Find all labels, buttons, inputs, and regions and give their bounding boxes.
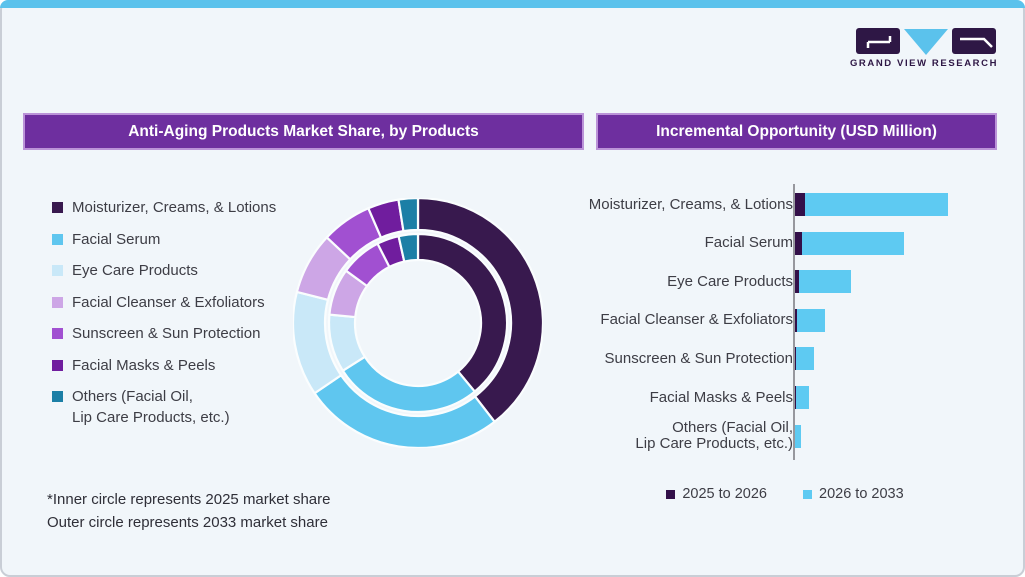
- legend-label: Sunscreen & Sun Protection: [72, 325, 261, 342]
- legend-label: Eye Care Products: [72, 262, 198, 279]
- legend-swatch-icon: [52, 296, 63, 308]
- bar-legend-label: 2025 to 2026: [682, 486, 767, 502]
- bar-category-label: Others (Facial Oil, Lip Care Products, e…: [635, 419, 793, 453]
- stacked-bar: [794, 231, 904, 255]
- bar-chart-legend: 2025 to 2026 2026 to 2033: [560, 486, 1010, 502]
- bar-segment-2026-to-2033: [795, 386, 809, 409]
- legend-swatch-icon: [52, 265, 63, 276]
- bar-segment-2025-to-2026: [794, 386, 796, 409]
- bar-segment-2026-to-2033: [795, 347, 815, 371]
- bar-legend-item: 2025 to 2026: [666, 486, 767, 502]
- legend-item: Sunscreen & Sun Protection: [52, 323, 302, 344]
- legend-swatch-icon: [52, 328, 63, 339]
- legend-label: Moisturizer, Creams, & Lotions: [72, 199, 277, 216]
- footnote-line-2: Outer circle represents 2033 market shar…: [47, 513, 328, 531]
- bar-category-label: Sunscreen & Sun Protection: [604, 349, 793, 367]
- card-top-accent-strip: [0, 0, 1025, 8]
- bar-category-label: Facial Cleanser & Exfoliators: [600, 311, 793, 329]
- market-share-donut-chart: [293, 198, 543, 448]
- donut-legend: Moisturizer, Creams, & Lotions Facial Ser…: [52, 197, 302, 439]
- legend-label: Facial Serum: [72, 230, 161, 248]
- bar-segment-2025-to-2026: [794, 347, 796, 371]
- legend-label: Facial Cleanser & Exfoliators: [72, 293, 265, 311]
- incremental-opportunity-bar-chart: Moisturizer, Creams, & Lotions Facial Ser…: [555, 180, 1015, 465]
- grand-view-research-logo: GRAND VIEW RESEARCH: [848, 26, 1000, 74]
- legend-item: Eye Care Products: [52, 260, 302, 281]
- stacked-bar: [794, 193, 948, 216]
- bar-category-label: Eye Care Products: [667, 272, 793, 290]
- legend-item: Facial Serum: [52, 229, 302, 250]
- legend-swatch-icon: [52, 202, 63, 213]
- legend-label: Others (Facial Oil, Lip Care Products, e…: [72, 388, 230, 426]
- bar-legend-item: 2026 to 2033: [803, 486, 904, 502]
- bar-segment-2026-to-2033: [798, 270, 851, 294]
- legend-item: Facial Cleanser & Exfoliators: [52, 292, 302, 313]
- bar-legend-swatch-icon: [666, 489, 676, 499]
- bar-category-label: Facial Serum: [704, 234, 793, 252]
- bar-segment-2025-to-2026: [794, 424, 796, 448]
- stacked-bar: [794, 270, 851, 294]
- legend-swatch-icon: [52, 391, 63, 402]
- gvr-logo-icon: [856, 28, 996, 55]
- left-panel-title: Anti-Aging Products Market Share, by Pro…: [23, 113, 584, 150]
- bar-chart-baseline-axis: [793, 184, 795, 460]
- stacked-bar: [794, 347, 815, 371]
- bar-segment-2026-to-2033: [796, 308, 825, 332]
- legend-item: Others (Facial Oil, Lip Care Products, e…: [52, 386, 302, 428]
- gvr-logo-wordmark: GRAND VIEW RESEARCH: [849, 58, 999, 69]
- stacked-bar: [794, 386, 809, 409]
- bar-segment-2026-to-2033: [801, 231, 904, 255]
- inner-ring-2025-segment: [397, 232, 420, 263]
- bar-segment-2025-to-2026: [794, 308, 797, 332]
- footnote-line-1: *Inner circle represents 2025 market sha…: [47, 491, 331, 508]
- outer-ring-2033-segment: [397, 198, 420, 233]
- legend-label: Facial Masks & Peels: [72, 356, 216, 374]
- stacked-bar: [794, 308, 825, 332]
- bar-segment-2026-to-2033: [795, 424, 801, 448]
- bar-segment-2025-to-2026: [794, 231, 802, 255]
- bar-legend-label: 2026 to 2033: [819, 486, 904, 502]
- bar-segment-2025-to-2026: [794, 270, 799, 294]
- stacked-bar: [794, 424, 801, 448]
- bar-legend-swatch-icon: [803, 489, 812, 499]
- legend-swatch-icon: [52, 359, 63, 371]
- bar-segment-2026-to-2033: [804, 193, 948, 216]
- bar-category-label: Facial Masks & Peels: [649, 388, 793, 406]
- donut-footnote: *Inner circle represents 2025 market sha…: [47, 489, 330, 534]
- bar-category-label: Moisturizer, Creams, & Lotions: [588, 195, 793, 213]
- legend-item: Moisturizer, Creams, & Lotions: [52, 197, 302, 218]
- bar-segment-2025-to-2026: [794, 193, 805, 216]
- legend-swatch-icon: [52, 233, 63, 245]
- right-panel-title: Incremental Opportunity (USD Million): [596, 113, 997, 150]
- legend-item: Facial Masks & Peels: [52, 355, 302, 376]
- outer-ring-2033-segment: [416, 198, 543, 423]
